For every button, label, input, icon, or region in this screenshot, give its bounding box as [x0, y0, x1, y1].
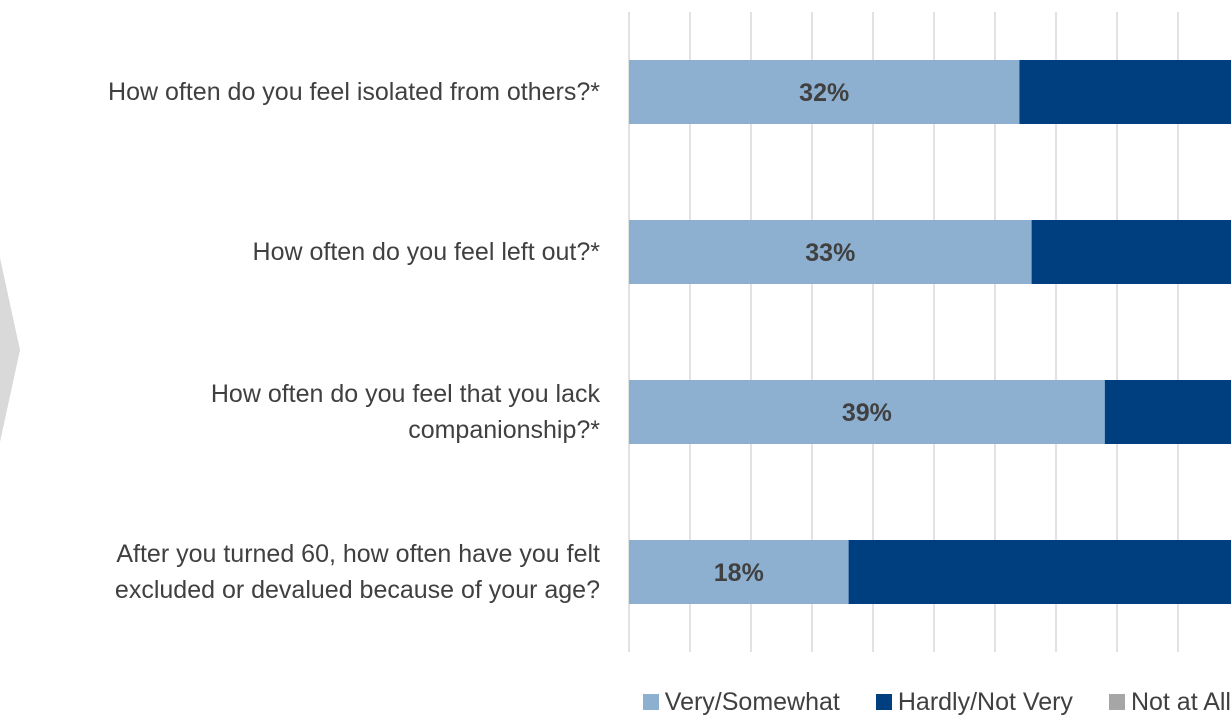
category-label-line: excluded or devalued because of your age… — [114, 576, 600, 604]
legend: Very/Somewhat Hardly/Not Very Not at All — [642, 684, 1231, 720]
side-arrow-decoration — [0, 258, 20, 442]
bar-segment-hardly-not-very-2 — [1031, 220, 1231, 284]
category-label-line: companionship?* — [408, 416, 600, 444]
category-label-2: How often do you feel left out?* — [0, 234, 600, 270]
legend-swatch-not-at-all — [1108, 694, 1125, 710]
bar-segment-hardly-not-very-3 — [1104, 380, 1231, 444]
legend-item-not-at-all: Not at All — [1108, 687, 1231, 717]
bar-segment-hardly-not-very-4 — [848, 540, 1231, 604]
legend-item-hardly-not-very: Hardly/Not Very — [875, 687, 1073, 717]
data-label-2: 33% — [805, 239, 855, 267]
bar-segment-very-somewhat-3 — [629, 380, 1105, 444]
bar-segment-very-somewhat-4 — [629, 540, 849, 604]
data-label-4: 18% — [714, 559, 764, 587]
legend-label-very-somewhat: Very/Somewhat — [664, 687, 840, 716]
category-label-line: After you turned 60, how often have you … — [116, 540, 600, 568]
legend-swatch-very-somewhat — [642, 694, 659, 710]
data-label-3: 39% — [842, 399, 892, 427]
category-label-line: How often do you feel left out?* — [252, 238, 600, 266]
data-label-1: 32% — [799, 79, 849, 107]
bar-segment-very-somewhat-2 — [629, 220, 1032, 284]
bar-segment-hardly-not-very-1 — [1019, 60, 1231, 124]
category-label-4: After you turned 60, how often have you … — [0, 536, 600, 608]
legend-item-very-somewhat: Very/Somewhat — [642, 687, 840, 717]
legend-label-not-at-all: Not at All — [1130, 687, 1231, 716]
category-label-3: How often do you feel that you lack compa… — [0, 376, 600, 448]
legend-swatch-hardly-not-very — [875, 694, 892, 710]
bar-segment-very-somewhat-1 — [629, 60, 1020, 124]
category-label-line: How often do you feel that you lack — [210, 380, 600, 408]
category-label-line: How often do you feel isolated from othe… — [108, 78, 600, 106]
legend-label-hardly-not-very: Hardly/Not Very — [897, 687, 1073, 716]
category-label-1: How often do you feel isolated from othe… — [0, 74, 600, 110]
